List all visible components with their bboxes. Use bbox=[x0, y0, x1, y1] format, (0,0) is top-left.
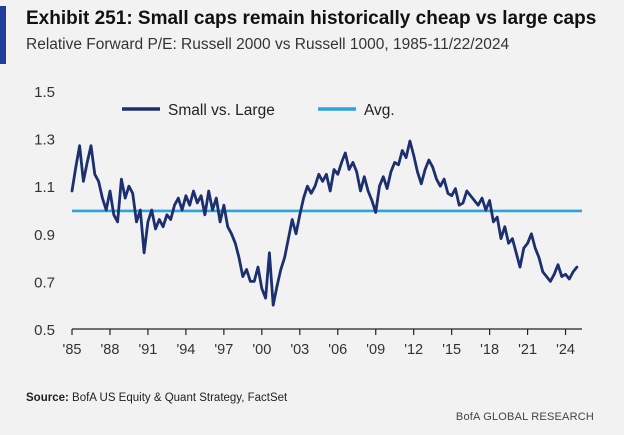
chart-subtitle: Relative Forward P/E: Russell 2000 vs Ru… bbox=[26, 36, 510, 53]
legend-label-small-vs-large: Small vs. Large bbox=[168, 102, 275, 119]
chart-title: Exhibit 251: Small caps remain historica… bbox=[26, 8, 597, 29]
x-tick-label: '21 bbox=[518, 342, 537, 358]
x-tick-label: '88 bbox=[101, 342, 120, 358]
brand-label: BofA GLOBAL RESEARCH bbox=[455, 411, 594, 423]
source-text: BofA US Equity & Quant Strategy, FactSet bbox=[68, 392, 288, 404]
x-tick-label: '97 bbox=[214, 342, 233, 358]
x-tick-label: '91 bbox=[138, 342, 157, 358]
x-tick-label: '00 bbox=[252, 342, 271, 358]
x-tick-label: '18 bbox=[480, 342, 499, 358]
x-tick-label: '09 bbox=[366, 342, 385, 358]
y-tick-label: 0.5 bbox=[34, 322, 55, 339]
x-tick-label: '94 bbox=[176, 342, 195, 358]
y-tick-label: 1.5 bbox=[34, 84, 55, 101]
x-tick-label: '12 bbox=[404, 342, 423, 358]
series-small-vs-large-line bbox=[70, 139, 579, 307]
x-tick-label: '24 bbox=[556, 342, 575, 358]
y-tick-label: 1.1 bbox=[34, 179, 55, 196]
x-tick-label: '15 bbox=[442, 342, 461, 358]
source-label: Source: bbox=[26, 392, 69, 404]
y-tick-label: 1.3 bbox=[34, 132, 55, 149]
y-tick-label: 0.9 bbox=[34, 227, 55, 244]
chart-area: 0.5 0.7 0.9 1.1 1.3 1.5 '85 '88 '91 '94 '97 '00 '03 '… bbox=[34, 84, 582, 358]
x-tick-label: '06 bbox=[328, 342, 347, 358]
accent-bar bbox=[0, 6, 6, 64]
y-tick-label: 0.7 bbox=[34, 274, 55, 291]
legend-label-avg: Avg. bbox=[364, 102, 395, 119]
x-tick-label: '03 bbox=[290, 342, 309, 358]
x-tick-label: '85 bbox=[63, 342, 82, 358]
source-note: Source: BofA US Equity & Quant Strategy,… bbox=[26, 392, 287, 404]
